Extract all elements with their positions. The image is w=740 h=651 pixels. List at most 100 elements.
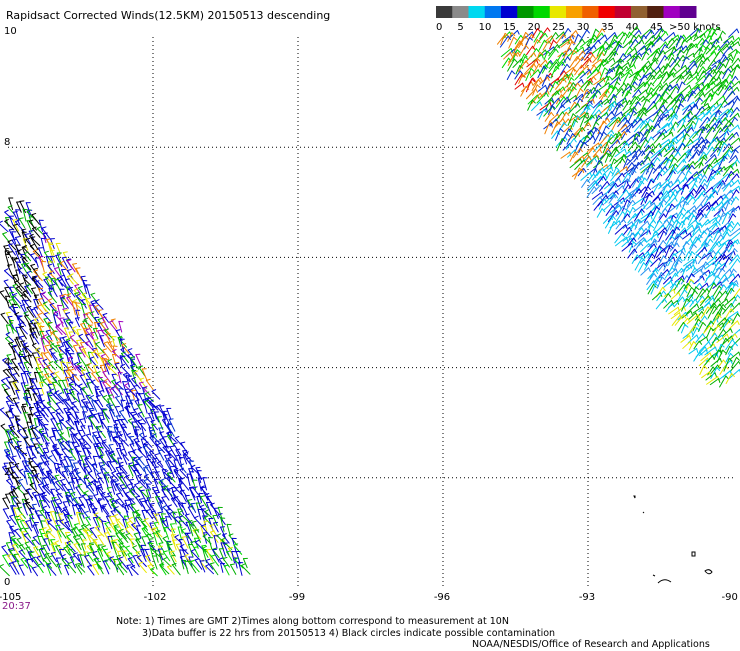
wind-barb-tick [715, 333, 717, 336]
wind-barb [67, 428, 69, 437]
wind-barb [16, 238, 21, 246]
wind-barb-tick [181, 442, 185, 443]
wind-barb-tick [6, 312, 10, 313]
wind-barb-tick [729, 150, 732, 153]
wind-barb-tick [673, 58, 676, 61]
wind-barb [69, 450, 75, 459]
wind-barb-tick [734, 251, 735, 255]
wind-barb-tick [100, 391, 104, 392]
wind-barb-tick [114, 424, 118, 425]
wind-barb [138, 405, 144, 417]
wind-barb-tick [656, 105, 657, 109]
wind-barb-tick [34, 412, 38, 414]
wind-barb-tick [78, 460, 82, 461]
wind-barb-tick [73, 299, 77, 301]
wind-barb-tick [32, 343, 36, 345]
wind-barb-tick [29, 514, 33, 515]
wind-barb [203, 478, 206, 490]
wind-barb-tick [737, 160, 739, 163]
wind-barb-tick [127, 484, 131, 485]
wind-barb-tick [98, 318, 102, 319]
wind-barb-tick [692, 165, 694, 168]
wind-barb [627, 151, 636, 157]
wind-barb-tick [117, 493, 121, 494]
wind-barb-tick [122, 488, 126, 489]
wind-barb-tick [1, 313, 5, 314]
wind-barb-tick [140, 378, 144, 379]
wind-barb [41, 238, 44, 251]
wind-barb-tick [131, 364, 135, 365]
wind-barb-tick [686, 134, 689, 137]
wind-barb [593, 171, 600, 180]
wind-barb [51, 480, 57, 490]
wind-barb-tick [61, 460, 65, 461]
wind-barb-tick [32, 227, 36, 228]
wind-barb-tick [31, 264, 35, 265]
wind-barb [670, 57, 678, 67]
wind-barb [502, 58, 508, 67]
wind-barb-tick [166, 460, 170, 461]
wind-barb-tick [517, 50, 520, 53]
wind-barb-tick [62, 294, 66, 295]
wind-barb-tick [653, 144, 655, 148]
wind-barb-tick [534, 53, 536, 56]
wind-barb-tick [19, 479, 23, 480]
wind-barb-tick [159, 450, 163, 451]
wind-barb-tick [594, 187, 596, 190]
wind-barb-tick [72, 402, 76, 403]
wind-barb-tick [125, 389, 129, 390]
wind-barb-tick [623, 219, 625, 222]
wind-barb-tick [654, 244, 656, 247]
wind-barb-tick [709, 202, 710, 206]
wind-barb-tick [627, 159, 630, 162]
wind-barb [651, 258, 659, 266]
wind-barb-tick [688, 171, 691, 174]
wind-barb-tick [3, 509, 7, 510]
wind-barb-tick [67, 496, 71, 497]
wind-barb-tick [737, 29, 739, 33]
wind-barb-tick [596, 122, 599, 125]
wind-barb-tick [536, 89, 538, 93]
wind-barb [707, 328, 711, 337]
wind-barb-tick [16, 237, 20, 238]
wind-barb [34, 419, 36, 428]
wind-barb-tick [715, 347, 716, 351]
wind-barb [615, 225, 625, 234]
wind-barb [27, 286, 33, 294]
wind-barb-tick [116, 499, 120, 501]
wind-barb-tick [166, 510, 170, 511]
wind-barb-tick [709, 372, 710, 376]
wind-barb [53, 382, 56, 391]
wind-barb [167, 408, 171, 419]
wind-barb [146, 381, 153, 390]
wind-barb-tick [55, 372, 59, 373]
wind-barb-tick [50, 436, 54, 437]
wind-barb-tick [665, 209, 667, 212]
wind-barb-tick [680, 203, 681, 207]
wind-barb-tick [518, 53, 520, 57]
wind-barb [618, 125, 626, 132]
wind-barb [532, 102, 540, 111]
wind-barb-tick [715, 155, 717, 159]
wind-barb [701, 95, 711, 104]
wind-barb [598, 121, 603, 133]
wind-barb-tick [512, 71, 515, 74]
wind-barb-tick [69, 382, 73, 384]
wind-barb-tick [595, 158, 597, 161]
wind-barb [120, 411, 128, 422]
wind-barb-tick [546, 60, 548, 63]
wind-barb [580, 30, 587, 42]
wind-barb [93, 456, 96, 467]
wind-barb-tick [85, 466, 89, 467]
wind-barb-tick [138, 412, 142, 413]
wind-barb-tick [593, 136, 595, 140]
wind-barb-tick [596, 29, 599, 32]
wind-barb-tick [625, 149, 626, 153]
wind-barb [726, 374, 732, 384]
wind-barb-tick [655, 241, 656, 245]
wind-barb-tick [649, 268, 651, 272]
wind-barb-tick [45, 461, 49, 462]
wind-barb [725, 297, 734, 305]
wind-barb-tick [697, 323, 699, 326]
wind-barb-tick [736, 197, 739, 200]
